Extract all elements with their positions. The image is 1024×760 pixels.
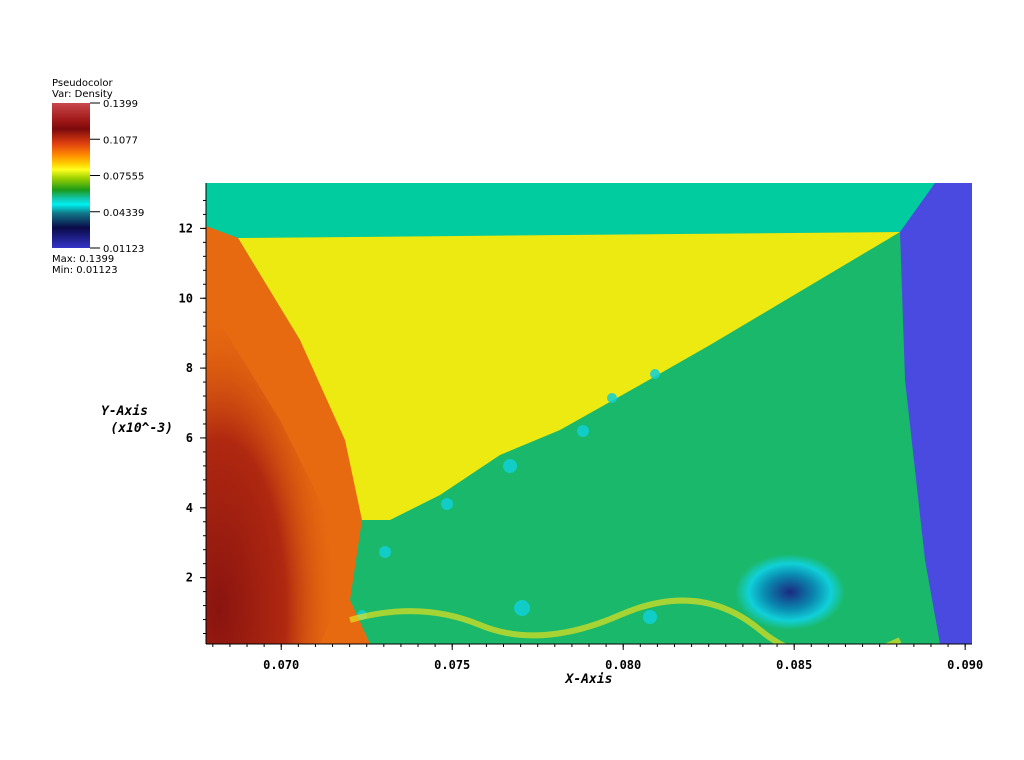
dark-core — [206, 300, 340, 644]
colorbar-tick-label: 0.04339 — [103, 208, 144, 219]
colorbar-tick-label: 0.1399 — [103, 99, 138, 110]
x-axis-title: X-Axis — [565, 672, 613, 687]
density-field — [206, 183, 972, 644]
colorbar-tick-label: 0.1077 — [103, 135, 138, 146]
x-tick-label: 0.070 — [263, 658, 299, 672]
low-density-vortex — [735, 554, 845, 630]
legend-variable: Var: Density — [52, 89, 113, 100]
legend-max: Max: 0.1399 — [52, 254, 115, 265]
y-tick-label: 8 — [186, 361, 193, 375]
colorbar-tick-label: 0.07555 — [103, 172, 144, 183]
y-tick-label: 10 — [179, 291, 193, 305]
blue-right-region — [900, 183, 972, 644]
colorbar — [52, 103, 90, 248]
x-tick-label: 0.085 — [776, 658, 812, 672]
colorbar-tick-label: 0.01123 — [103, 244, 144, 255]
legend-min: Min: 0.01123 — [52, 265, 118, 276]
vortex-spots — [357, 369, 660, 624]
y-axis-units: (x10^-3) — [110, 421, 173, 436]
yellow-wedge — [238, 232, 900, 520]
y-tick-label: 12 — [179, 221, 193, 235]
x-tick-label: 0.090 — [947, 658, 983, 672]
y-tick-label: 6 — [186, 431, 193, 445]
x-tick-label: 0.075 — [434, 658, 470, 672]
y-axis-title: Y-Axis — [101, 404, 148, 419]
legend-title: Pseudocolor — [52, 78, 113, 89]
colorbar-ticks: 0.1399 0.1077 0.07555 0.04339 0.01123 — [90, 99, 144, 255]
y-tick-label: 2 — [186, 571, 193, 585]
axes: 0.070 0.075 0.080 0.085 0.090 2 4 6 8 10 12 X-Axis Y… — [101, 183, 983, 687]
y-tick-label: 4 — [186, 501, 193, 515]
x-tick-label: 0.080 — [605, 658, 641, 672]
interface-band — [349, 597, 902, 644]
top-band — [206, 183, 972, 238]
